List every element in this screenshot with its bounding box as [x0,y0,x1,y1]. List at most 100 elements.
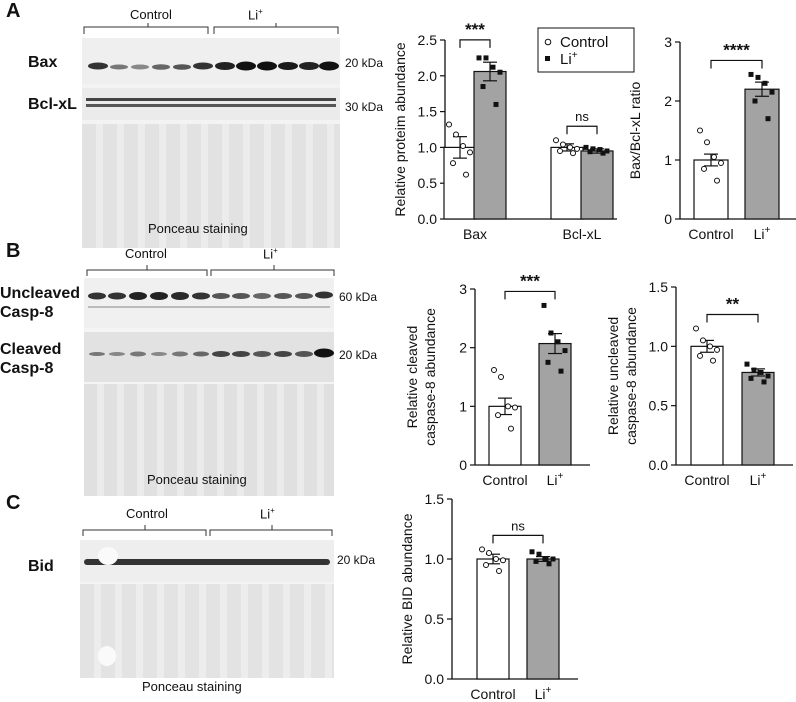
control-point [483,562,489,568]
y-tick-label: 1.0 [649,338,669,354]
control-point [711,154,717,161]
panel-b-ponceau-stain [84,384,334,496]
control-point [493,556,499,562]
group-significance-label: ns [511,518,525,533]
control-point [697,127,703,134]
panel-a-blot-image [82,38,340,248]
control-point [496,568,502,574]
uncleaved-casp8-label: Uncleaved Casp-8 [0,285,81,321]
cleaved-casp8-label: Cleaved Casp-8 [0,341,62,377]
control-point [500,557,506,564]
panel-b-control-label: Control [125,246,167,261]
y-tick-label: 2 [459,340,467,356]
chart-b1: 0 1 2 3 Relative cleaved caspase-8 abundance C… [404,271,590,488]
bax-li-bar [473,70,507,220]
li-bar [744,88,780,220]
x-tick-label: Bax [463,226,487,242]
group-significance-label: *** [520,271,540,290]
y-tick-label: 1.5 [418,104,438,120]
bax-control-point [467,149,473,156]
li-point [533,558,539,564]
bcl-xl-li-bar [580,150,614,220]
control-point [479,546,485,553]
y-tick-label: 1 [664,152,672,168]
li-point [752,98,758,104]
bax-control-point [460,142,466,149]
bax-bands [88,61,339,71]
li-point [765,373,771,379]
y-axis-label: caspase-8 abundance [422,308,438,446]
panel-c-li-label: Li+ [260,506,275,522]
x-tick-label: Li+ [750,471,767,488]
x-tick-label: Control [688,226,733,242]
legend-marker-control [544,38,552,46]
bcl-xl-li-point [597,147,603,153]
bax-label: Bax [28,54,58,71]
bax-li-point [483,55,489,61]
control-point [491,366,497,373]
control-point [700,337,706,344]
bcl-xl-bands [86,98,336,107]
panel-a-ponceau-stain [82,124,340,248]
cleaved-casp8-bands [89,348,334,358]
x-tick-label: Control [684,472,729,488]
x-tick-label: Control [482,472,527,488]
bcl-xl-control-point [557,147,563,154]
control-point [704,139,710,146]
li-point [761,379,767,385]
control-point [714,177,720,184]
panel-c-letter: C [6,492,21,514]
bax-li-point [490,64,496,70]
uncleaved-casp8-blot [84,278,334,328]
panel-b-group-brackets [86,265,335,276]
y-tick-label: 0.0 [425,671,445,687]
li-point [529,549,535,555]
bcl-xl-control-point [560,141,566,148]
y-tick-label: 1.0 [425,551,445,567]
control-point [693,325,699,332]
bax-control-point [446,121,452,128]
x-tick-label: Li+ [547,471,564,488]
control-bar [488,405,522,466]
bid-bands [84,559,330,565]
y-tick-label: 0 [664,211,672,227]
control-point [710,357,716,364]
y-tick-label: 0 [459,457,467,473]
bcl-xl-control-point [570,150,576,157]
panel-c-blot-image [80,540,334,678]
bid-kda-label: 20 kDa [337,553,376,567]
bcl-xl-label: Bcl-xL [28,96,77,113]
chart-c1: 0.0 0.5 1.0 1.5 Relative BID abundance Contro… [399,491,578,702]
li-point [765,116,771,122]
y-tick-label: 1 [459,398,467,414]
y-tick-label: 1.5 [425,491,445,507]
y-tick-label: 0.5 [418,175,438,191]
control-point [718,159,724,166]
bax-li-point [480,84,486,90]
li-point [744,361,750,367]
control-point [498,374,504,380]
x-tick-label: Bcl-xL [563,226,602,242]
x-tick-label: Li+ [754,225,771,242]
bcl-xl-li-point [604,148,610,154]
li-point [751,367,757,373]
control-point [495,412,501,419]
li-point [748,71,754,77]
legend-label: Control [560,34,608,51]
bax-li-point [476,55,482,61]
bax-control-point [450,160,456,167]
li-point [546,561,552,567]
y-tick-label: 1.0 [418,139,438,155]
li-point [762,80,768,86]
y-axis-label: Relative proteim abundance [392,42,408,217]
control-bar [476,558,510,680]
ponceau-bubble-artifact [98,646,116,666]
panel-c-control-label: Control [126,506,168,521]
bcl-xl-control-point [553,137,559,144]
li-point [550,556,556,562]
bcl-xl-li-point [600,150,606,156]
bax-li-point [493,101,499,107]
li-point [555,339,561,345]
y-axis-label: Relative cleaved [404,326,420,429]
bax-significance-bracket [459,39,491,48]
